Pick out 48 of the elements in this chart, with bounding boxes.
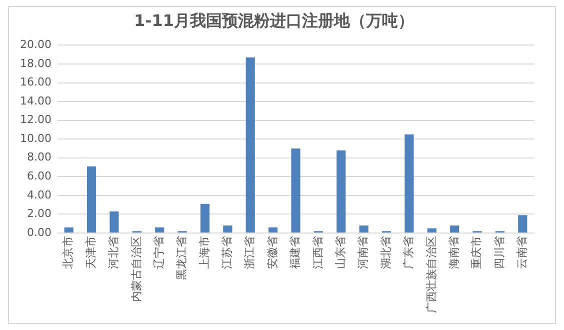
y-tick-label: 14.00 — [20, 94, 52, 108]
x-tick-label: 重庆市 — [470, 236, 484, 269]
bar — [291, 148, 300, 232]
y-tick-label: 12.00 — [20, 113, 52, 126]
bar — [404, 134, 414, 232]
chart-title: 1-11月我国预混粉进口注册地（万吨） — [134, 10, 414, 30]
x-tick-label: 浙江省 — [243, 236, 256, 269]
x-tick-label: 四川省 — [492, 236, 506, 269]
bar — [110, 211, 119, 232]
bar — [200, 204, 210, 232]
bar — [427, 228, 436, 232]
y-tick-label: 8.00 — [26, 150, 52, 164]
bar — [64, 227, 74, 232]
x-tick-label: 福建省 — [288, 236, 302, 269]
x-tick-label: 河南省 — [356, 236, 370, 269]
x-tick-label: 广东省 — [402, 236, 416, 269]
bar — [450, 225, 460, 232]
x-tick-label: 黑龙江省 — [175, 236, 188, 280]
x-tick-label: 内蒙古自治区 — [130, 236, 143, 302]
y-tick-label: 0.00 — [26, 226, 52, 239]
bar — [518, 215, 528, 232]
x-tick-label: 广西壮族自治区 — [424, 236, 438, 313]
y-tick-label: 4.00 — [26, 188, 52, 202]
x-tick-label: 安徽省 — [266, 236, 279, 269]
y-tick-label: 20.00 — [20, 38, 52, 52]
x-tick-label: 江西省 — [311, 236, 324, 269]
y-tick-label: 6.00 — [26, 170, 52, 183]
x-tick-label: 北京市 — [62, 236, 75, 269]
x-tick-label: 云南省 — [516, 236, 529, 269]
x-tick-label: 山东省 — [334, 236, 347, 269]
bar — [246, 57, 255, 232]
x-tick-label: 上海市 — [198, 236, 211, 269]
x-tick-label: 辽宁省 — [152, 236, 166, 269]
bar — [359, 225, 368, 232]
bar — [223, 225, 232, 232]
bar — [155, 227, 164, 232]
x-tick-label: 海南省 — [447, 236, 460, 269]
x-tick-label: 江苏省 — [220, 236, 234, 269]
x-tick-label: 天津市 — [84, 236, 98, 269]
y-tick-label: 2.00 — [26, 207, 52, 220]
bar — [86, 166, 96, 232]
y-tick-label: 10.00 — [20, 132, 52, 145]
bar — [336, 150, 346, 232]
y-tick-label: 18.00 — [20, 56, 52, 70]
x-tick-label: 河北省 — [107, 236, 120, 269]
y-tick-label: 16.00 — [20, 76, 52, 89]
bar — [268, 227, 278, 232]
x-tick-label: 湖北省 — [379, 236, 392, 269]
